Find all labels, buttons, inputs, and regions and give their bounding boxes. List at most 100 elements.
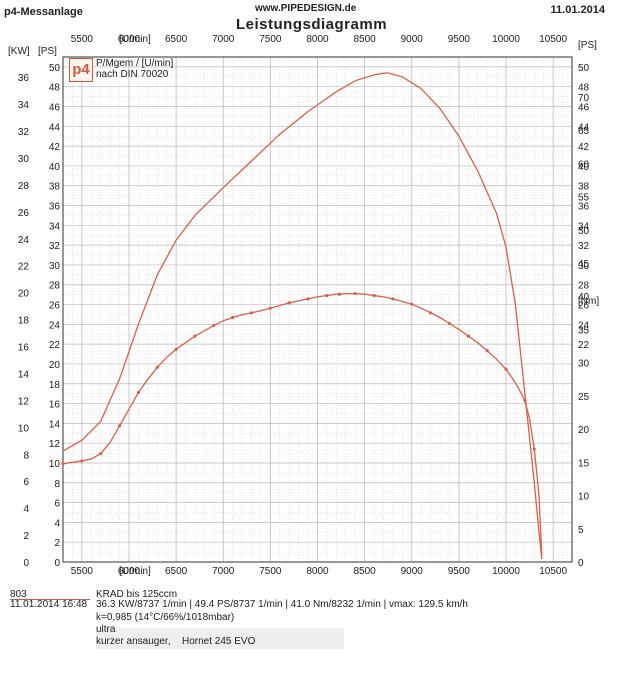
nm-tick-label: 55: [578, 193, 590, 204]
ps-tick-label-right: 42: [578, 142, 590, 153]
ps-tick-label-right: 48: [578, 83, 590, 94]
rpm-tick-label-top: 9000: [401, 34, 424, 45]
ps-tick-label-right: 36: [578, 202, 590, 213]
power-chart: 5500550060006000650065007000700075007500…: [8, 34, 599, 577]
ps-tick-label: 42: [49, 142, 61, 153]
nm-tick-label: 65: [578, 126, 590, 137]
run-code: 803: [10, 589, 27, 600]
nm-tick-label: 30: [578, 359, 590, 370]
rpm-tick-label-bottom: 7000: [212, 566, 235, 577]
torque-point: [212, 323, 216, 328]
ps-tick-label: 44: [49, 122, 61, 133]
kw-tick-label: 22: [18, 262, 30, 273]
rpm-tick-label-bottom: 6500: [165, 566, 188, 577]
nm-tick-label: 50: [578, 226, 590, 237]
nm-tick-label: 35: [578, 325, 590, 336]
ps-tick-label: 2: [54, 538, 60, 549]
ps-tick-label-right: 46: [578, 103, 590, 114]
torque-point: [429, 311, 433, 315]
kw-tick-label: 36: [18, 73, 30, 84]
ps-tick-label-right: 38: [578, 182, 590, 193]
torque-point: [249, 311, 254, 315]
ps-tick-label: 12: [49, 439, 61, 450]
ps-tick-label: 4: [54, 518, 60, 529]
nm-tick-label: 70: [578, 93, 590, 104]
nm-tick-label: 0: [578, 558, 584, 569]
ps-tick-label: 34: [49, 221, 61, 232]
site-url: www.PIPEDESIGN.de: [255, 3, 357, 14]
nm-tick-label: 15: [578, 458, 590, 469]
rpm-unit-bottom: [U/min]: [119, 566, 151, 577]
ps-tick-label: 16: [49, 400, 61, 411]
ps-tick-label: 20: [49, 360, 61, 371]
kw-tick-label: 30: [18, 154, 30, 165]
vehicle-class: KRAD bis 125ccm: [96, 589, 178, 600]
nm-tick-label: 25: [578, 392, 590, 403]
rpm-tick-label-top: 5500: [71, 34, 94, 45]
torque-point: [231, 315, 235, 320]
torque-point: [532, 447, 536, 451]
kw-tick-label: 20: [18, 289, 30, 300]
rpm-tick-label-top: 8500: [354, 34, 377, 45]
rpm-tick-label-bottom: 6000: [118, 566, 141, 577]
torque-point: [504, 367, 508, 371]
rpm-tick-label-top: 10500: [539, 34, 567, 45]
plot-frame: [62, 56, 573, 563]
kw-tick-label: 26: [18, 208, 30, 219]
fuel-type: ultra: [96, 624, 116, 635]
ps-tick-label-right: 44: [578, 122, 590, 133]
torque-point: [391, 297, 395, 301]
torque-point: [353, 291, 357, 296]
torque-point: [61, 462, 65, 466]
correction-factor: k=0,985 (14°C/66%/1018mbar): [96, 612, 235, 623]
torque-point: [372, 293, 376, 298]
torque-point: [268, 306, 272, 310]
nm-tick-label: 40: [578, 292, 590, 303]
ps-tick-label-right: 28: [578, 281, 590, 292]
ps-tick-label: 6: [54, 499, 60, 510]
rpm-tick-label-top: 8000: [306, 34, 329, 45]
ps-tick-label-right: 24: [578, 320, 590, 331]
rpm-unit-top: [U/min]: [119, 34, 151, 45]
torque-point: [325, 293, 329, 298]
torque-point: [193, 334, 197, 338]
torque-point: [447, 321, 452, 326]
kw-tick-label: 18: [18, 316, 30, 327]
nm-tick-label: 45: [578, 259, 590, 270]
ps-tick-label: 32: [49, 241, 61, 252]
torque-point: [523, 398, 527, 403]
torque-point: [485, 349, 489, 353]
ps-tick-label-right: 32: [578, 241, 590, 252]
kw-tick-label: 28: [18, 181, 30, 192]
kw-tick-label: 6: [23, 477, 29, 488]
legend-line1: P/Mgem / [U/min]: [96, 58, 174, 69]
ps-tick-label: 10: [49, 459, 61, 470]
ps-tick-label: 8: [54, 479, 60, 490]
legend: P/Mgem / [U/min] nach DIN 70020: [96, 58, 173, 80]
torque-point: [80, 459, 84, 463]
kw-tick-label: 16: [18, 343, 30, 354]
header-date: 11.01.2014: [550, 4, 605, 16]
ps-tick-label-right: 50: [578, 63, 590, 74]
nm-axis-unit: [Nm]: [578, 296, 599, 307]
ps-tick-label-right: 40: [578, 162, 590, 173]
nm-tick-label: 60: [578, 159, 590, 170]
rpm-tick-label-top: 7000: [212, 34, 235, 45]
rpm-tick-label-bottom: 10500: [539, 566, 567, 577]
ps-axis-unit-left: [PS]: [38, 46, 57, 57]
torque-point: [410, 302, 414, 306]
ps-tick-label: 30: [49, 261, 61, 272]
rpm-tick-label-top: 9500: [448, 34, 471, 45]
kw-tick-label: 32: [18, 127, 30, 138]
torque-curve: [62, 292, 543, 556]
kw-tick-label: 10: [18, 423, 30, 434]
torque-point: [117, 424, 122, 428]
rpm-tick-label-bottom: 9000: [401, 566, 424, 577]
rpm-tick-label-bottom: 7500: [259, 566, 282, 577]
ps-tick-label: 0: [54, 558, 60, 569]
ps-axis-unit-right: [PS]: [578, 40, 597, 51]
torque-point: [99, 452, 103, 456]
rpm-tick-label-bottom: 9500: [448, 566, 471, 577]
kw-tick-label: 34: [18, 100, 30, 111]
kw-tick-label: 14: [18, 369, 30, 380]
